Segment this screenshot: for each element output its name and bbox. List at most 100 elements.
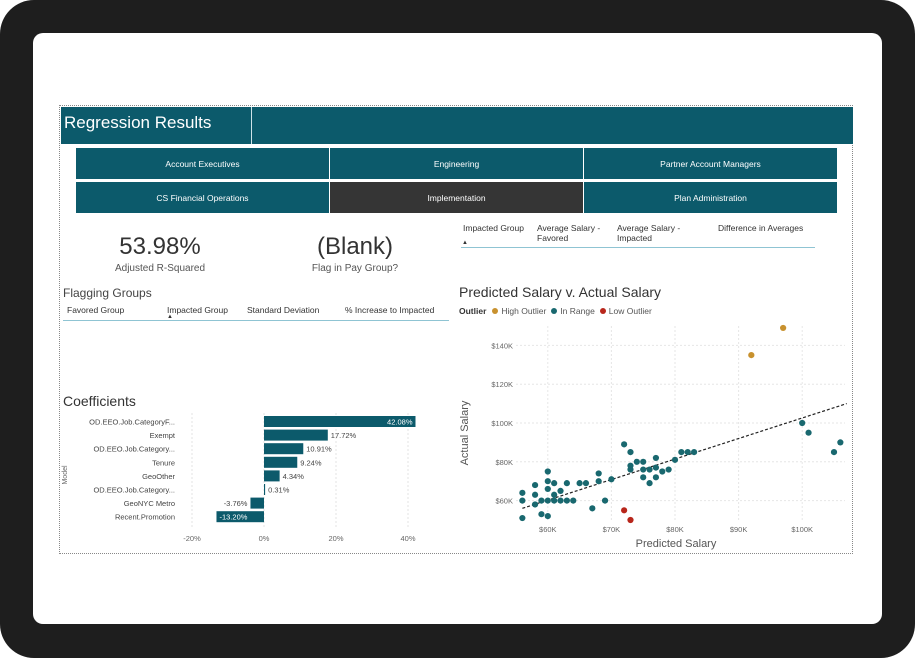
scatter-point-high-outlier[interactable]	[780, 324, 787, 332]
scatter-point-in-range[interactable]	[544, 497, 551, 504]
scatter-x-tick: $70K	[603, 525, 621, 534]
coefficient-category-label: OD.EEO.Job.Category...	[93, 445, 175, 454]
sort-indicator-icon: ▲	[462, 240, 468, 246]
scatter-point-in-range[interactable]	[538, 497, 545, 504]
flagging-header-stddev[interactable]: Standard Deviation	[247, 305, 320, 315]
coefficient-bar[interactable]	[264, 484, 266, 495]
scatter-point-in-range[interactable]	[576, 480, 583, 487]
scatter-trendline	[522, 403, 847, 509]
scatter-point-in-range[interactable]	[652, 454, 660, 462]
legend-inrange-label[interactable]: In Range	[560, 306, 595, 316]
scatter-point-in-range[interactable]	[531, 481, 539, 489]
scatter-point-in-range[interactable]	[570, 497, 577, 504]
scatter-point-in-range[interactable]	[633, 458, 640, 465]
scatter-point-in-range[interactable]	[544, 468, 551, 475]
scatter-point-in-range[interactable]	[640, 474, 647, 481]
scatter-point-in-range[interactable]	[551, 491, 558, 498]
scatter-point-in-range[interactable]	[652, 464, 660, 471]
scatter-point-in-range[interactable]	[595, 478, 602, 485]
flagging-header-favored[interactable]: Favored Group	[67, 305, 125, 315]
scatter-point-in-range[interactable]	[640, 466, 647, 473]
report-canvas: Regression Results Account Executives En…	[59, 105, 853, 554]
coefficient-value-label: 4.34%	[283, 472, 305, 481]
impacted-header-group[interactable]: Impacted Group	[463, 223, 524, 233]
tile-implementation[interactable]: Implementation	[330, 182, 583, 213]
scatter-point-low-outlier[interactable]	[627, 516, 634, 524]
scatter-point-in-range[interactable]	[652, 474, 660, 481]
scatter-point-in-range[interactable]	[646, 466, 653, 473]
kpi-r-squared-label: Adjusted R-Squared	[114, 263, 206, 274]
scatter-point-in-range[interactable]	[601, 497, 609, 504]
coefficient-value-label: -13.20%	[219, 513, 247, 522]
title-bar: Regression Results	[61, 107, 853, 144]
coefficient-value-label: 42.08%	[387, 418, 413, 427]
scatter-point-in-range[interactable]	[805, 429, 812, 436]
tile-plan-administration[interactable]: Plan Administration	[584, 182, 837, 213]
coefficient-bar[interactable]	[250, 497, 264, 509]
scatter-point-in-range[interactable]	[538, 511, 545, 518]
scatter-x-tick: $80K	[666, 525, 684, 534]
coefficient-bar[interactable]	[264, 456, 298, 468]
scatter-point-in-range[interactable]	[659, 468, 666, 475]
impacted-header-avg-favored[interactable]: Average Salary - Favored	[537, 223, 601, 243]
coefficient-bar[interactable]	[264, 470, 280, 482]
scatter-point-in-range[interactable]	[544, 513, 551, 520]
scatter-point-in-range[interactable]	[551, 480, 558, 487]
scatter-point-in-range[interactable]	[608, 476, 615, 483]
tile-cs-financial-operations[interactable]: CS Financial Operations	[76, 182, 329, 213]
flagging-header-increase[interactable]: % Increase to Impacted	[345, 305, 435, 315]
flagging-header-impacted[interactable]: Impacted Group	[167, 305, 228, 315]
coefficients-x-tick: 40%	[400, 534, 415, 543]
scatter-point-in-range[interactable]	[557, 487, 564, 494]
tile-partner-account-managers[interactable]: Partner Account Managers	[584, 148, 837, 179]
coefficient-value-label: 0.31%	[268, 486, 290, 495]
impacted-header-avg-impacted[interactable]: Average Salary - Impacted	[617, 223, 681, 243]
scatter-point-in-range[interactable]	[640, 458, 647, 465]
flagging-table-rule	[63, 320, 449, 321]
coefficient-bar[interactable]	[264, 443, 304, 455]
scatter-y-tick: $140K	[491, 341, 513, 350]
scatter-point-in-range[interactable]	[563, 497, 570, 504]
scatter-point-in-range[interactable]	[627, 462, 634, 469]
coefficient-category-label: OD.EEO.Job.Category...	[93, 486, 175, 495]
scatter-point-in-range[interactable]	[627, 449, 634, 456]
impacted-header-difference[interactable]: Difference in Averages	[718, 223, 804, 233]
scatter-point-in-range[interactable]	[830, 449, 838, 456]
scatter-point-in-range[interactable]	[799, 419, 806, 427]
coefficient-bar[interactable]	[264, 429, 328, 441]
scatter-point-in-range[interactable]	[531, 501, 539, 508]
coefficient-bar[interactable]	[216, 511, 264, 523]
scatter-point-in-range[interactable]	[621, 441, 628, 448]
scatter-point-in-range[interactable]	[519, 489, 526, 496]
scatter-point-in-range[interactable]	[582, 480, 590, 487]
scatter-point-in-range[interactable]	[519, 514, 526, 522]
flagging-groups-title: Flagging Groups	[63, 286, 152, 300]
scatter-point-in-range[interactable]	[665, 466, 672, 473]
scatter-point-in-range[interactable]	[551, 497, 558, 504]
scatter-point-in-range[interactable]	[671, 456, 679, 463]
scatter-point-low-outlier[interactable]	[621, 507, 628, 514]
coefficient-value-label: 9.24%	[300, 458, 322, 467]
scatter-point-in-range[interactable]	[544, 485, 551, 493]
legend-low-label[interactable]: Low Outlier	[608, 306, 652, 316]
scatter-point-in-range[interactable]	[563, 480, 570, 487]
tile-engineering[interactable]: Engineering	[330, 148, 583, 179]
scatter-point-in-range[interactable]	[531, 491, 539, 498]
scatter-point-in-range[interactable]	[684, 449, 691, 456]
scatter-point-in-range[interactable]	[690, 449, 698, 456]
coefficients-x-tick: 20%	[328, 534, 343, 543]
scatter-point-in-range[interactable]	[595, 470, 602, 477]
legend-high-label[interactable]: High Outlier	[501, 306, 547, 316]
scatter-point-in-range[interactable]	[544, 478, 551, 485]
scatter-point-high-outlier[interactable]	[748, 352, 755, 359]
coefficient-bar[interactable]	[264, 416, 416, 427]
scatter-point-in-range[interactable]	[837, 439, 844, 446]
coefficient-category-label: Recent.Promotion	[115, 513, 175, 522]
scatter-point-in-range[interactable]	[646, 480, 653, 487]
scatter-point-in-range[interactable]	[557, 497, 564, 504]
scatter-point-in-range[interactable]	[678, 449, 685, 456]
scatter-point-in-range[interactable]	[519, 497, 526, 504]
scatter-point-in-range[interactable]	[589, 505, 596, 512]
kpi-r-squared-value: 53.98%	[119, 233, 201, 260]
tile-account-executives[interactable]: Account Executives	[76, 148, 329, 179]
